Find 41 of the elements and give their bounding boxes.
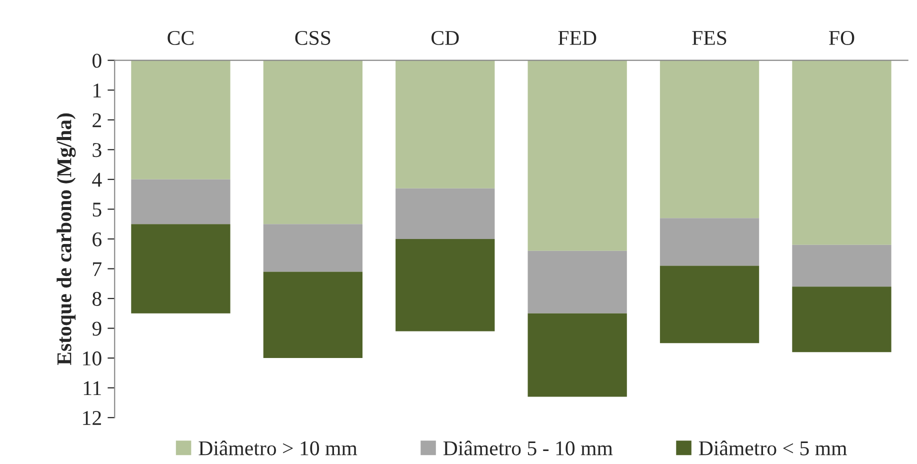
bar xyxy=(528,313,627,397)
bar xyxy=(396,60,495,188)
bar xyxy=(131,224,230,314)
bar xyxy=(660,60,760,218)
bar xyxy=(792,244,892,287)
x-tick-label: FO xyxy=(829,30,854,45)
legend-label: Diâmetro 5 - 10 mm xyxy=(443,440,613,456)
x-tick-label: CC xyxy=(168,30,194,45)
bar xyxy=(263,224,362,272)
y-tick-label: 3 xyxy=(92,143,102,158)
bar xyxy=(528,250,627,314)
y-tick-label: 9 xyxy=(92,322,102,336)
y-tick-label: 12 xyxy=(83,411,101,425)
y-axis-title: Estoque de carbono (Mg/ha) xyxy=(56,113,76,366)
x-tick-label: FED xyxy=(558,31,596,45)
y-tick-label: 0 xyxy=(92,54,102,68)
bar xyxy=(528,60,627,251)
y-tick-label: 4 xyxy=(92,172,102,187)
y-tick-label: 2 xyxy=(92,113,101,128)
legend-label: Diâmetro < 5 mm xyxy=(698,440,847,456)
x-tick-label: FES xyxy=(692,30,726,45)
bar xyxy=(263,272,362,358)
bar xyxy=(792,286,892,352)
y-tick-label: 7 xyxy=(93,262,102,276)
bar xyxy=(263,60,362,224)
bar xyxy=(131,179,230,224)
bar xyxy=(792,60,892,245)
y-tick-label: 6 xyxy=(92,232,102,246)
bar xyxy=(660,266,760,344)
bar xyxy=(396,188,495,239)
x-tick-label: CD xyxy=(432,30,459,45)
bar xyxy=(660,218,760,266)
x-tick-label: CSS xyxy=(295,30,330,45)
legend-label: Diâmetro > 10 mm xyxy=(198,440,358,456)
y-tick-label: 10 xyxy=(83,351,102,366)
bar xyxy=(396,238,495,332)
bar xyxy=(131,60,230,180)
y-tick-label: 1 xyxy=(94,84,101,98)
y-tick-label: 5 xyxy=(92,202,102,217)
y-tick-label: 11 xyxy=(84,381,101,396)
y-tick-label: 8 xyxy=(92,292,102,306)
